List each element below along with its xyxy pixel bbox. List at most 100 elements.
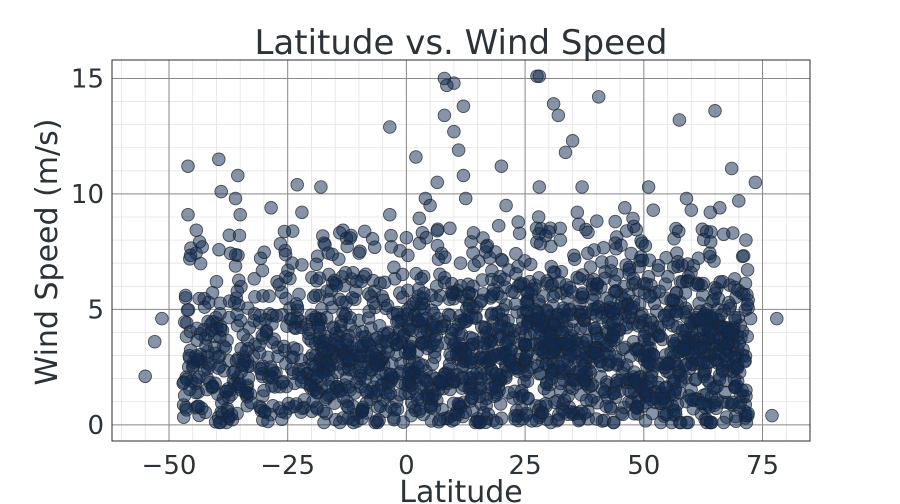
data-point [410,392,425,407]
data-point [484,308,498,322]
data-point [147,334,162,349]
data-point [681,415,695,430]
data-point [607,386,621,400]
data-point [591,90,606,104]
data-point [341,400,356,415]
y-tick-label: 10 [71,180,104,210]
data-point [579,334,594,348]
data-point [358,383,373,397]
data-point [673,275,688,289]
data-point [384,228,398,243]
data-point [554,384,568,399]
data-point [325,247,340,262]
data-point [658,277,673,291]
data-point [608,350,623,364]
data-point [589,412,604,426]
data-point [264,201,278,215]
data-point [429,320,444,334]
data-point [204,323,219,337]
data-point [212,152,226,167]
data-point [219,384,234,399]
data-point [558,145,573,160]
data-point [551,108,566,123]
data-point [214,184,228,199]
data-point [464,390,479,405]
data-point [741,406,755,421]
data-point [295,205,309,220]
data-point [579,365,593,380]
data-point [736,249,751,263]
data-point [575,180,589,194]
data-point [600,291,614,305]
data-point [443,347,457,362]
data-point [371,400,385,415]
data-point [466,246,480,260]
data-point [666,293,680,307]
data-point [579,321,593,335]
data-point [588,345,602,360]
data-point [265,317,279,331]
data-point [567,373,581,388]
data-point [618,201,632,215]
data-point [415,312,429,327]
data-point [290,177,304,192]
data-point [642,355,656,370]
data-point [495,254,510,268]
data-point [530,359,545,373]
data-point [333,319,348,333]
data-point [608,214,622,229]
data-point [684,392,699,407]
data-point [718,348,733,363]
data-point [318,237,332,252]
data-point [765,408,779,423]
data-point [693,341,707,356]
data-point [627,219,641,234]
x-tick-label: 25 [509,451,542,481]
data-point [197,300,212,314]
data-point [491,218,506,233]
data-point [212,242,226,257]
data-point [494,159,509,173]
data-point [669,304,684,319]
data-point [429,293,444,307]
data-point [451,143,466,157]
data-point [565,285,579,299]
data-point [445,285,459,299]
data-point [743,311,758,326]
data-point [607,302,621,316]
data-point [306,290,321,304]
data-point [577,406,591,421]
data-point [607,322,621,336]
data-point [544,371,559,386]
data-point [412,211,427,226]
data-point [209,274,224,289]
data-point [309,312,323,326]
data-point [739,383,753,397]
data-point [271,349,285,363]
x-axis-label: Latitude [399,475,522,504]
data-point [232,228,247,243]
data-point [583,260,598,274]
data-point [272,278,286,292]
x-tick-label: 0 [398,451,415,481]
data-point [748,175,763,190]
data-point [722,302,737,316]
data-point [590,214,604,228]
data-point [234,341,248,356]
y-tick-label: 5 [87,295,104,325]
data-point [441,307,456,322]
data-point [724,161,739,176]
data-point [230,284,245,299]
data-point [475,273,490,287]
data-point [456,99,471,113]
data-point [189,223,204,237]
data-point [623,349,638,363]
data-point [738,354,752,369]
data-point [396,290,410,305]
y-tick-labels: 0 5 10 15 [71,64,104,440]
data-point [258,404,272,419]
data-point [342,353,357,368]
data-point [211,350,225,365]
data-point [703,415,717,430]
data-point [234,364,248,379]
